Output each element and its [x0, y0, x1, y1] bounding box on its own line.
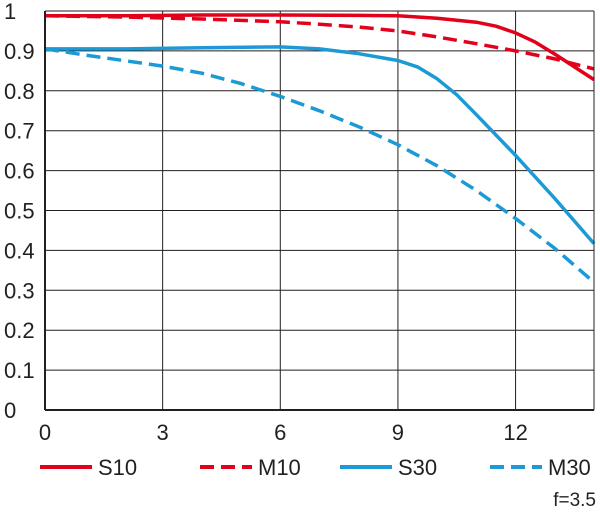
y-tick-label: 0.9 — [4, 39, 35, 64]
axes — [44, 11, 595, 411]
legend-label-m10: M10 — [258, 455, 301, 480]
x-tick-label: 0 — [39, 420, 51, 445]
y-tick-label: 0.1 — [4, 358, 35, 383]
y-tick-label: 0.4 — [4, 238, 35, 263]
y-tick-label: 0 — [4, 398, 16, 423]
legend-label-m30: M30 — [548, 455, 591, 480]
x-tick-label: 12 — [503, 420, 527, 445]
series-line-s10 — [45, 13, 595, 82]
grid-lines — [44, 10, 594, 411]
series-line-m30 — [44, 47, 596, 284]
y-tick-label: 0.3 — [4, 278, 35, 303]
legend-label-s10: S10 — [98, 455, 137, 480]
y-tick-label: 0.5 — [4, 199, 35, 224]
legend-label-s30: S30 — [398, 455, 437, 480]
y-tick-label: 0.8 — [4, 79, 35, 104]
tick-labels: 0 0.1 0.2 0.3 0.4 0.5 0.6 0.7 0.8 0.9 1 0 3 6 9 12 — [4, 0, 528, 445]
series-line-s30 — [45, 45, 596, 245]
y-tick-label: 0.6 — [4, 159, 35, 184]
series-line-m10 — [44, 14, 595, 71]
x-tick-label: 9 — [392, 420, 404, 445]
legend: S10 M10 S30 M30 — [40, 455, 591, 480]
y-tick-label: 1 — [4, 0, 16, 24]
aperture-note: f=3.5 — [553, 490, 596, 511]
x-tick-label: 3 — [157, 420, 169, 445]
series-lines — [44, 13, 596, 284]
x-tick-label: 6 — [274, 420, 286, 445]
y-tick-label: 0.2 — [4, 318, 35, 343]
y-tick-label: 0.7 — [4, 119, 35, 144]
